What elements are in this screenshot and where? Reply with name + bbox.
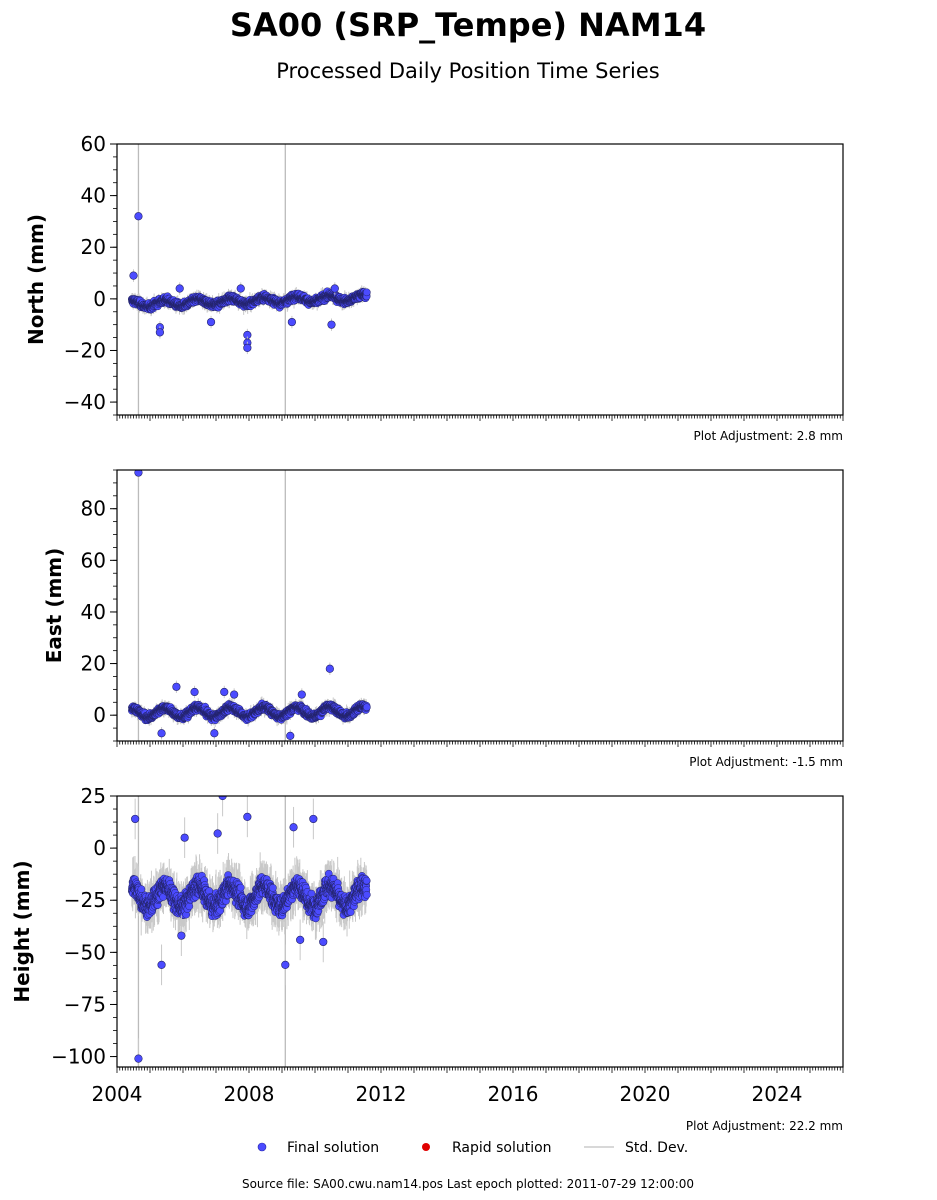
plot-frame <box>116 469 844 742</box>
plot-area <box>128 470 371 741</box>
outlier-point <box>210 729 219 738</box>
outlier-point <box>175 284 184 293</box>
y-tick-label: 40 <box>81 600 106 624</box>
y-tick-label: 60 <box>81 132 106 156</box>
panels: −40 −20 0 20 40 60 North (mm) Plot Adjustment: … <box>10 132 844 1133</box>
plot-area <box>128 144 371 415</box>
outlier-point <box>325 664 334 673</box>
outlier-point <box>157 729 166 738</box>
outlier-point <box>134 212 143 221</box>
plot-area <box>128 796 371 1067</box>
outlier-point <box>297 690 306 699</box>
outlier-point <box>220 687 229 697</box>
outlier-point <box>129 271 138 280</box>
outlier-point <box>243 343 252 352</box>
outlier-point <box>230 690 239 699</box>
chart-subtitle: Processed Daily Position Time Series <box>276 59 660 83</box>
y-tick-label: −20 <box>64 338 106 362</box>
y-axis-label: East (mm) <box>42 548 66 664</box>
plot-adjustment-note: Plot Adjustment: 2.8 mm <box>694 429 843 443</box>
y-tick-label: 40 <box>81 184 106 208</box>
plot-frame <box>116 143 844 416</box>
y-tick-label: 80 <box>81 497 106 521</box>
outlier-point <box>190 687 199 697</box>
y-tick-label: 20 <box>81 652 106 676</box>
plot-adjustment-note: Plot Adjustment: -1.5 mm <box>689 755 843 769</box>
panel-1: 0 20 40 60 80 East (mm) Plot Adjustment: -1.5 … <box>42 469 844 769</box>
y-tick-label: −40 <box>64 390 106 414</box>
y-tick-label: 60 <box>81 548 106 572</box>
y-axis-label: North (mm) <box>24 214 48 345</box>
outlier-point <box>287 317 297 327</box>
outlier-point <box>327 320 336 329</box>
chart-title: SA00 (SRP_Tempe) NAM14 <box>230 6 706 44</box>
y-tick-label: 0 <box>93 287 106 311</box>
data-point <box>362 703 371 712</box>
y-tick-label: 20 <box>81 235 106 259</box>
outlier-point <box>330 284 339 293</box>
outlier-point <box>206 317 216 327</box>
outlier-point <box>155 328 164 337</box>
panel-0: −40 −20 0 20 40 60 North (mm) Plot Adjustment: … <box>24 132 844 443</box>
data-point <box>362 288 371 297</box>
outlier-point <box>236 284 245 293</box>
outlier-point <box>286 731 295 740</box>
outlier-point <box>172 682 181 691</box>
y-tick-label: 0 <box>93 703 106 727</box>
